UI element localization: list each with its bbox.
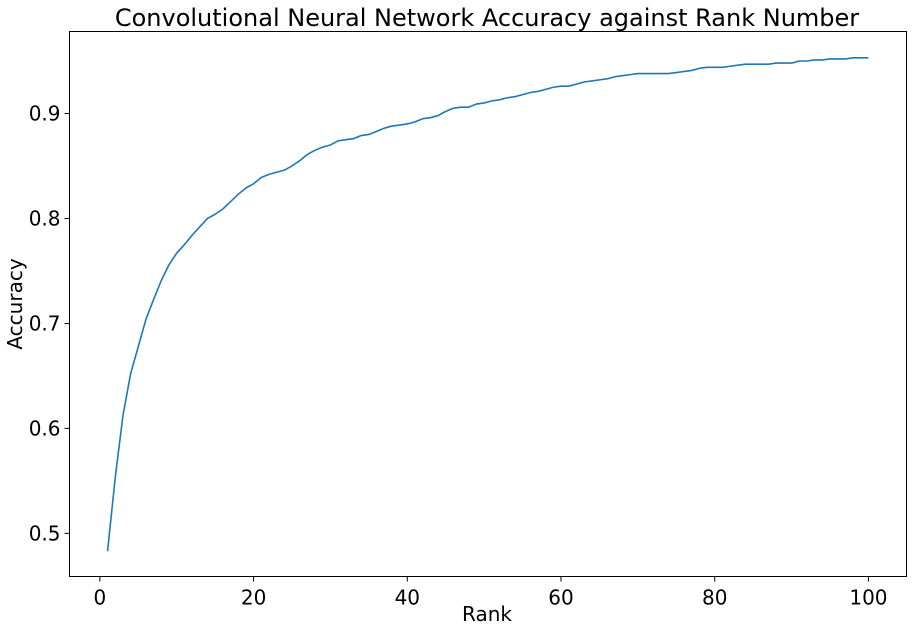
x-tick-label: 40 (395, 586, 420, 610)
plot-frame (69, 31, 907, 577)
y-tick-label: 0.6 (29, 416, 61, 440)
x-tick-label: 0 (93, 586, 106, 610)
series-line (106, 57, 869, 552)
y-axis-label: Accuracy (3, 258, 27, 349)
x-tick-label: 20 (241, 586, 266, 610)
x-tick-label: 100 (849, 586, 887, 610)
y-tick-label: 0.9 (29, 101, 61, 125)
y-tick-label: 0.5 (29, 521, 61, 545)
x-tick-label: 60 (548, 586, 573, 610)
y-tick-label: 0.7 (29, 311, 61, 335)
y-tick-label: 0.8 (29, 206, 61, 230)
x-axis-label: Rank (462, 602, 512, 626)
chart-title: Convolutional Neural Network Accuracy ag… (115, 4, 859, 32)
x-tick-label: 80 (702, 586, 727, 610)
